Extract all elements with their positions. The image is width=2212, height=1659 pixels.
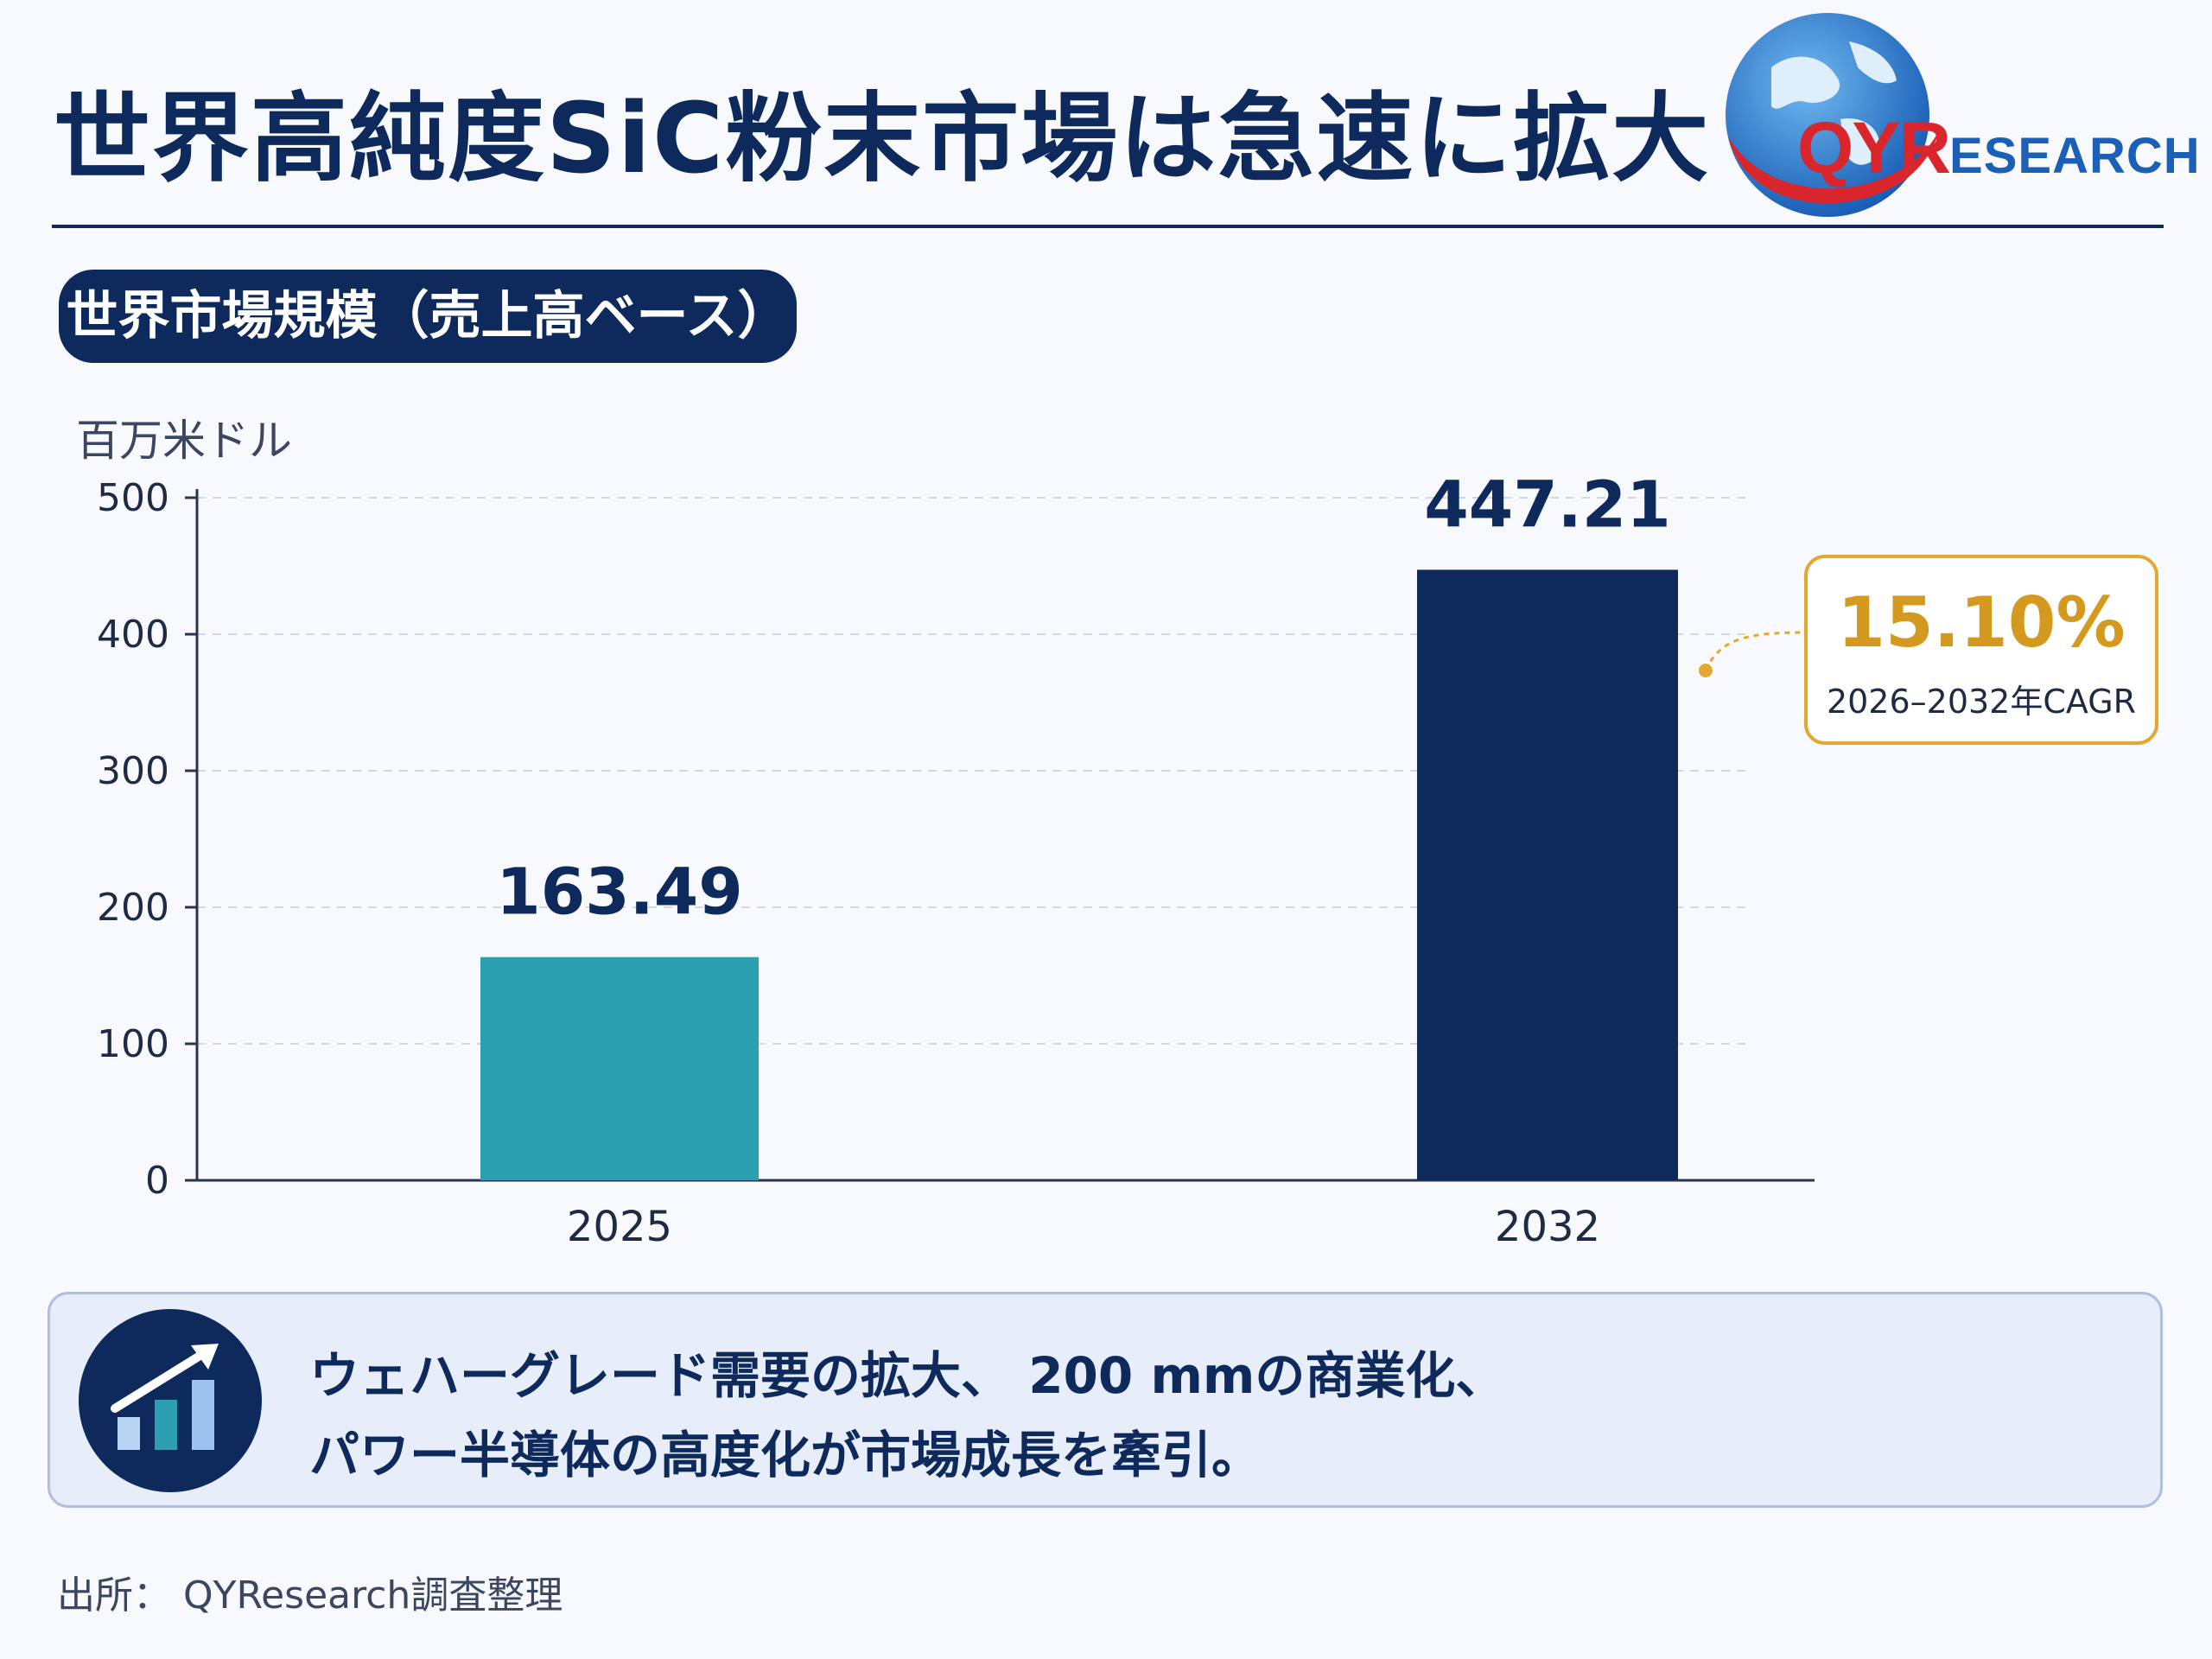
cagr-label: 2026–2032年CAGR	[1826, 683, 2137, 721]
bar-2025	[480, 957, 759, 1180]
bar-chart: 0 100 200 300 400 500 163.49 2025 447.21 2032	[97, 467, 1815, 1251]
logo-esearch: ESEARCH	[1949, 128, 2201, 184]
x-tick-label-2032: 2032	[1495, 1203, 1600, 1251]
y-axis-unit: 百万米ドル	[76, 416, 292, 466]
y-tick-label: 100	[97, 1022, 169, 1066]
y-tick-label: 400	[97, 613, 169, 657]
bar-2032	[1417, 569, 1678, 1180]
globe-icon	[1726, 13, 1940, 217]
data-label-2025: 163.49	[496, 855, 743, 930]
insight-box: ウェハーグレード需要の拡大、 200 mmの商業化、 パワー半導体の高度化が市場…	[48, 1292, 2163, 1508]
insight-text: ウェハーグレード需要の拡大、 200 mmの商業化、 パワー半導体の高度化が市場…	[309, 1336, 1505, 1495]
y-tick-label: 0	[145, 1159, 169, 1203]
qyresearch-logo: QYRESEARCH	[1719, 7, 2200, 223]
insight-line-1: ウェハーグレード需要の拡大、 200 mmの商業化、	[309, 1346, 1506, 1405]
data-label-2032: 447.21	[1424, 467, 1671, 542]
logo-wordmark: QYRESEARCH	[1797, 106, 2201, 190]
growth-chart-icon	[79, 1309, 262, 1492]
x-tick-label-2025: 2025	[567, 1203, 672, 1251]
source-note: 出所： QYResearch調査整理	[57, 1573, 563, 1618]
y-tick-label: 300	[97, 749, 169, 793]
title-divider	[52, 225, 2164, 228]
y-tick-label: 200	[97, 886, 169, 930]
cagr-value: 15.10%	[1837, 582, 2126, 663]
page-title: 世界高純度SiC粉末市場は急速に拡大	[54, 83, 1711, 195]
logo-qyr: QYR	[1797, 107, 1951, 188]
section-label: 世界市場規模（売上高ベース）	[59, 270, 797, 363]
cagr-callout: 15.10% 2026–2032年CAGR	[1804, 555, 2158, 745]
insight-line-2: パワー半導体の高度化が市場成長を牽引。	[309, 1426, 1262, 1484]
y-tick-label: 500	[97, 476, 169, 520]
cagr-connector	[1699, 631, 1805, 677]
